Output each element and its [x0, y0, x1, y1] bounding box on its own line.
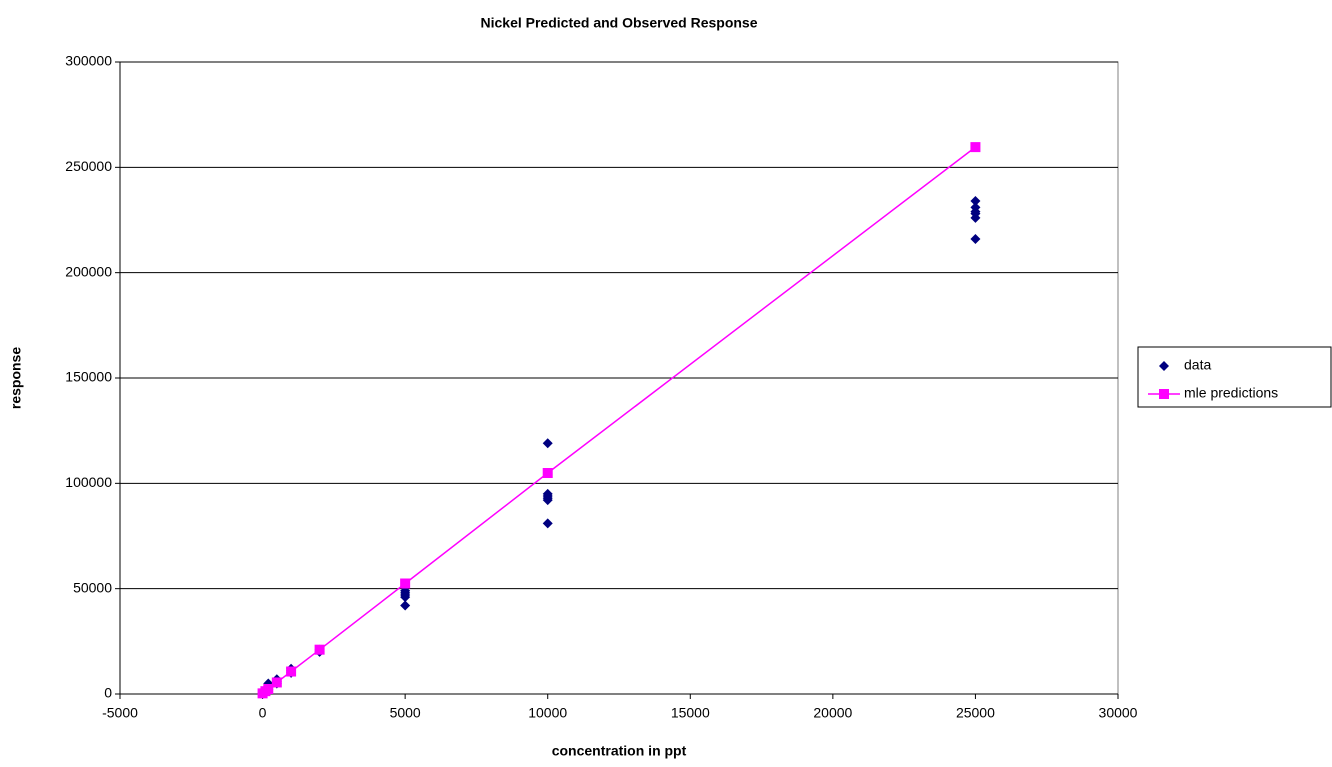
chart-title: Nickel Predicted and Observed Response — [481, 15, 758, 31]
x-tick-label: 30000 — [1099, 705, 1138, 721]
marker — [271, 677, 282, 688]
y-tick-label: 200000 — [65, 263, 112, 279]
y-tick-label: 150000 — [65, 369, 112, 385]
y-tick-label: 100000 — [65, 474, 112, 490]
marker — [400, 600, 411, 611]
marker — [314, 644, 325, 655]
legend-label: data — [1184, 357, 1211, 373]
x-tick-label: 0 — [259, 705, 267, 721]
legend — [1137, 346, 1332, 408]
legend-marker — [1159, 389, 1169, 399]
marker — [286, 666, 297, 677]
y-tick-label: 300000 — [65, 53, 112, 69]
marker — [542, 468, 553, 479]
marker — [542, 518, 553, 529]
x-tick-label: 20000 — [813, 705, 852, 721]
x-tick-label: -5000 — [102, 705, 138, 721]
y-tick-label: 0 — [104, 685, 112, 701]
marker — [970, 212, 981, 223]
x-tick-label: 5000 — [390, 705, 421, 721]
legend-label: mle predictions — [1184, 385, 1278, 401]
x-axis-title: concentration in ppt — [552, 743, 687, 759]
marker — [542, 495, 553, 506]
y-tick-label: 50000 — [73, 579, 112, 595]
series-line — [262, 146, 976, 694]
marker — [970, 142, 981, 153]
marker — [263, 684, 274, 695]
marker — [970, 233, 981, 244]
marker — [400, 578, 411, 589]
marker — [970, 196, 981, 207]
x-tick-label: 25000 — [956, 705, 995, 721]
y-axis-title: response — [8, 347, 24, 409]
marker — [400, 592, 411, 603]
x-tick-label: 10000 — [528, 705, 567, 721]
y-tick-label: 250000 — [65, 158, 112, 174]
x-tick-label: 15000 — [671, 705, 710, 721]
legend-marker — [1159, 361, 1169, 371]
marker — [542, 438, 553, 449]
